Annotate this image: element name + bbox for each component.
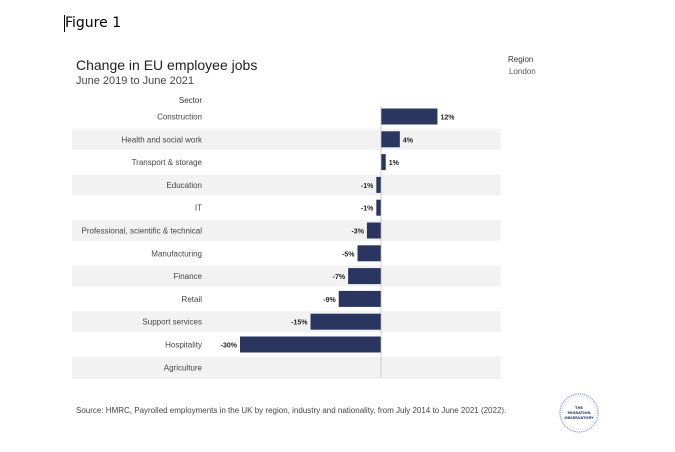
row-band: [72, 311, 501, 333]
bar: [381, 108, 438, 125]
data-label: -3%: [351, 229, 364, 236]
bar: [376, 176, 382, 193]
bar: [381, 131, 400, 148]
category-label: Professional, scientific & technical: [82, 227, 203, 236]
category-label: Transport & storage: [132, 158, 203, 167]
category-label: Support services: [142, 318, 202, 327]
row-band: [72, 356, 501, 378]
data-label: -30%: [221, 343, 238, 350]
chart-subtitle: June 2019 to June 2021: [76, 75, 195, 87]
source-note: Source: HMRC, Payrolled employments in t…: [76, 406, 507, 415]
row-band: [72, 174, 501, 196]
data-label: 1%: [389, 160, 400, 167]
logo-text-line3: OBSERVATORY: [564, 416, 594, 420]
row-band: [72, 265, 501, 287]
bar-chart: Sector Construction 12% Health and social w…: [72, 96, 501, 379]
bar: [348, 268, 382, 285]
region-filter-value[interactable]: London: [509, 67, 536, 76]
data-label: -15%: [291, 320, 308, 327]
category-label: Finance: [174, 272, 203, 281]
category-label: Agriculture: [164, 363, 203, 372]
category-label: Manufacturing: [151, 249, 202, 258]
logo-text-line2: MIGRATION: [568, 411, 591, 415]
category-label: Retail: [182, 295, 203, 304]
data-label: -1%: [361, 206, 374, 213]
bar: [357, 245, 382, 262]
row-band: [72, 220, 501, 241]
figure-label: Figure 1: [65, 15, 122, 31]
chart-title: Change in EU employee jobs: [76, 57, 258, 73]
category-label: Health and social work: [122, 135, 203, 144]
data-label: 12%: [440, 115, 455, 122]
bar: [338, 290, 382, 307]
bar: [366, 222, 382, 239]
data-label: -7%: [333, 274, 346, 281]
data-label: 4%: [403, 137, 414, 144]
bar: [381, 154, 386, 171]
region-filter-label: Region: [508, 55, 534, 64]
logo-text-line1: THE: [575, 406, 583, 410]
data-label: -9%: [323, 297, 336, 304]
category-label: Education: [166, 181, 202, 190]
data-label: -5%: [342, 251, 355, 258]
bar: [310, 313, 382, 330]
category-label: IT: [195, 204, 202, 213]
migration-observatory-logo: THE MIGRATION OBSERVATORY: [559, 393, 599, 433]
category-label: Hospitality: [165, 341, 202, 350]
data-label: -1%: [361, 183, 374, 190]
category-axis-title: Sector: [179, 96, 202, 105]
category-label: Construction: [157, 113, 202, 122]
bar: [240, 336, 382, 353]
text-cursor: [64, 15, 65, 32]
bar: [376, 199, 382, 216]
